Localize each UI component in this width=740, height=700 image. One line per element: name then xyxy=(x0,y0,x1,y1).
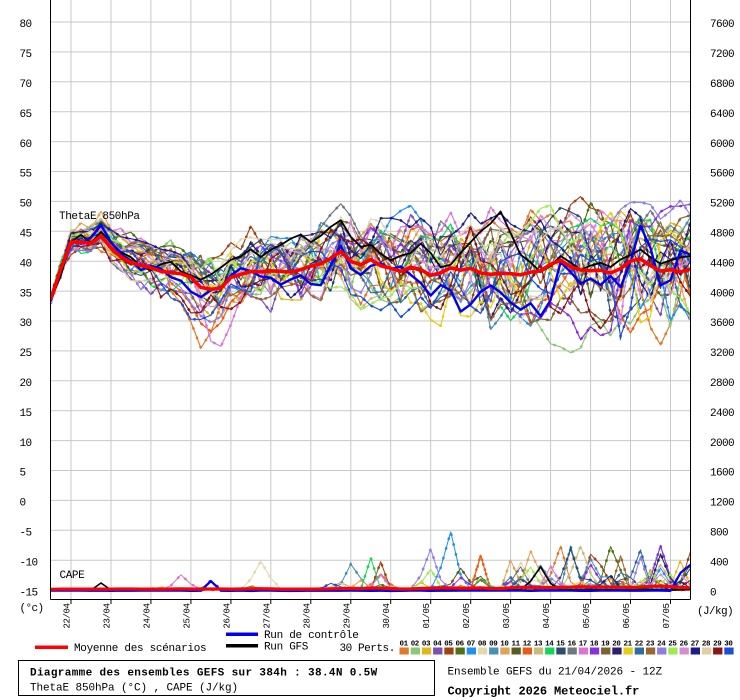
svg-text:27: 27 xyxy=(691,641,699,649)
svg-text:25: 25 xyxy=(668,641,677,649)
svg-text:4000: 4000 xyxy=(710,288,734,300)
svg-text:26: 26 xyxy=(680,641,689,649)
svg-text:12: 12 xyxy=(523,641,532,649)
svg-text:400: 400 xyxy=(710,557,728,569)
svg-text:-10: -10 xyxy=(20,557,38,569)
svg-text:5: 5 xyxy=(20,468,26,480)
svg-text:Copyright 2026 Meteociel.fr: Copyright 2026 Meteociel.fr xyxy=(448,685,640,699)
svg-text:1600: 1600 xyxy=(710,468,734,480)
svg-text:6800: 6800 xyxy=(710,79,734,91)
svg-text:15: 15 xyxy=(556,641,565,649)
svg-text:26/04: 26/04 xyxy=(222,603,232,628)
svg-text:10: 10 xyxy=(20,438,32,450)
svg-text:2000: 2000 xyxy=(710,438,734,450)
svg-text:1200: 1200 xyxy=(710,498,734,510)
svg-text:30: 30 xyxy=(20,318,32,330)
svg-text:25: 25 xyxy=(20,348,32,360)
svg-text:15: 15 xyxy=(20,408,32,420)
svg-text:21: 21 xyxy=(624,641,633,649)
svg-text:4400: 4400 xyxy=(710,258,734,270)
svg-text:70: 70 xyxy=(20,79,32,91)
svg-text:3200: 3200 xyxy=(710,348,734,360)
svg-text:13: 13 xyxy=(534,641,543,649)
svg-text:(°c): (°c) xyxy=(20,603,44,615)
svg-text:(J/kg): (J/kg) xyxy=(697,606,733,618)
svg-text:17: 17 xyxy=(579,641,587,649)
svg-text:80: 80 xyxy=(20,19,32,31)
svg-text:2400: 2400 xyxy=(710,408,734,420)
svg-text:22/04: 22/04 xyxy=(63,603,73,628)
svg-text:24/04: 24/04 xyxy=(142,603,152,628)
svg-text:23/04: 23/04 xyxy=(103,603,113,628)
svg-text:-15: -15 xyxy=(20,587,38,599)
svg-text:50: 50 xyxy=(20,199,32,211)
svg-text:04: 04 xyxy=(433,641,442,649)
svg-text:11: 11 xyxy=(512,641,521,649)
svg-text:800: 800 xyxy=(710,528,728,540)
svg-text:5600: 5600 xyxy=(710,169,734,181)
svg-text:35: 35 xyxy=(20,288,32,300)
svg-text:23: 23 xyxy=(646,641,655,649)
svg-text:07: 07 xyxy=(467,641,475,649)
svg-text:75: 75 xyxy=(20,49,32,61)
svg-text:20: 20 xyxy=(20,378,32,390)
svg-text:0: 0 xyxy=(20,498,26,510)
svg-text:19: 19 xyxy=(601,641,610,649)
svg-text:ThetaE 850hPa: ThetaE 850hPa xyxy=(59,211,140,223)
svg-text:06: 06 xyxy=(456,641,465,649)
svg-text:08: 08 xyxy=(478,641,487,649)
svg-text:06/05: 06/05 xyxy=(622,603,632,628)
svg-text:18: 18 xyxy=(590,641,599,649)
svg-text:Ensemble GEFS du 21/04/2026 -: Ensemble GEFS du 21/04/2026 - 12Z xyxy=(448,667,663,679)
svg-text:Moyenne des scénarios: Moyenne des scénarios xyxy=(74,643,206,655)
svg-text:55: 55 xyxy=(20,169,32,181)
svg-text:24: 24 xyxy=(657,641,666,649)
svg-text:7600: 7600 xyxy=(710,19,734,31)
svg-text:3600: 3600 xyxy=(710,318,734,330)
svg-text:6000: 6000 xyxy=(710,139,734,151)
svg-text:27/04: 27/04 xyxy=(262,603,272,628)
svg-text:Diagramme des ensembles GEFS s: Diagramme des ensembles GEFS sur 384h : … xyxy=(30,668,378,680)
svg-text:30/04: 30/04 xyxy=(382,603,392,628)
svg-text:29/04: 29/04 xyxy=(342,603,352,628)
svg-text:30: 30 xyxy=(724,641,733,649)
svg-text:5200: 5200 xyxy=(710,199,734,211)
svg-text:25/04: 25/04 xyxy=(182,603,192,628)
svg-text:04/05: 04/05 xyxy=(542,603,552,628)
svg-text:29: 29 xyxy=(713,641,722,649)
svg-text:09: 09 xyxy=(489,641,498,649)
svg-text:-5: -5 xyxy=(20,528,32,540)
svg-text:Run de contrôle: Run de contrôle xyxy=(264,630,359,642)
svg-text:02/05: 02/05 xyxy=(462,603,472,628)
svg-text:ThetaE 850hPa (°C) , CAPE (J/k: ThetaE 850hPa (°C) , CAPE (J/kg) xyxy=(30,683,238,695)
svg-text:Run GFS: Run GFS xyxy=(264,642,309,654)
svg-text:16: 16 xyxy=(568,641,577,649)
svg-text:7200: 7200 xyxy=(710,49,734,61)
svg-text:03: 03 xyxy=(422,641,431,649)
svg-text:65: 65 xyxy=(20,109,32,121)
svg-text:30 Perts.: 30 Perts. xyxy=(340,643,395,655)
svg-text:6400: 6400 xyxy=(710,109,734,121)
svg-text:40: 40 xyxy=(20,258,32,270)
svg-text:0: 0 xyxy=(710,587,716,599)
svg-text:03/05: 03/05 xyxy=(502,603,512,628)
svg-text:01/05: 01/05 xyxy=(422,603,432,628)
svg-text:10: 10 xyxy=(500,641,509,649)
svg-text:60: 60 xyxy=(20,139,32,151)
svg-text:CAPE: CAPE xyxy=(60,570,86,582)
svg-text:20: 20 xyxy=(612,641,621,649)
svg-text:02: 02 xyxy=(411,641,420,649)
svg-text:4800: 4800 xyxy=(710,229,734,241)
svg-text:05: 05 xyxy=(444,641,453,649)
svg-text:05/05: 05/05 xyxy=(582,603,592,628)
svg-text:2800: 2800 xyxy=(710,378,734,390)
svg-text:45: 45 xyxy=(20,229,32,241)
svg-text:01: 01 xyxy=(400,641,409,649)
svg-text:14: 14 xyxy=(545,641,554,649)
svg-text:28: 28 xyxy=(702,641,711,649)
svg-text:22: 22 xyxy=(635,641,644,649)
svg-text:28/04: 28/04 xyxy=(302,603,312,628)
svg-text:07/05: 07/05 xyxy=(662,603,672,628)
